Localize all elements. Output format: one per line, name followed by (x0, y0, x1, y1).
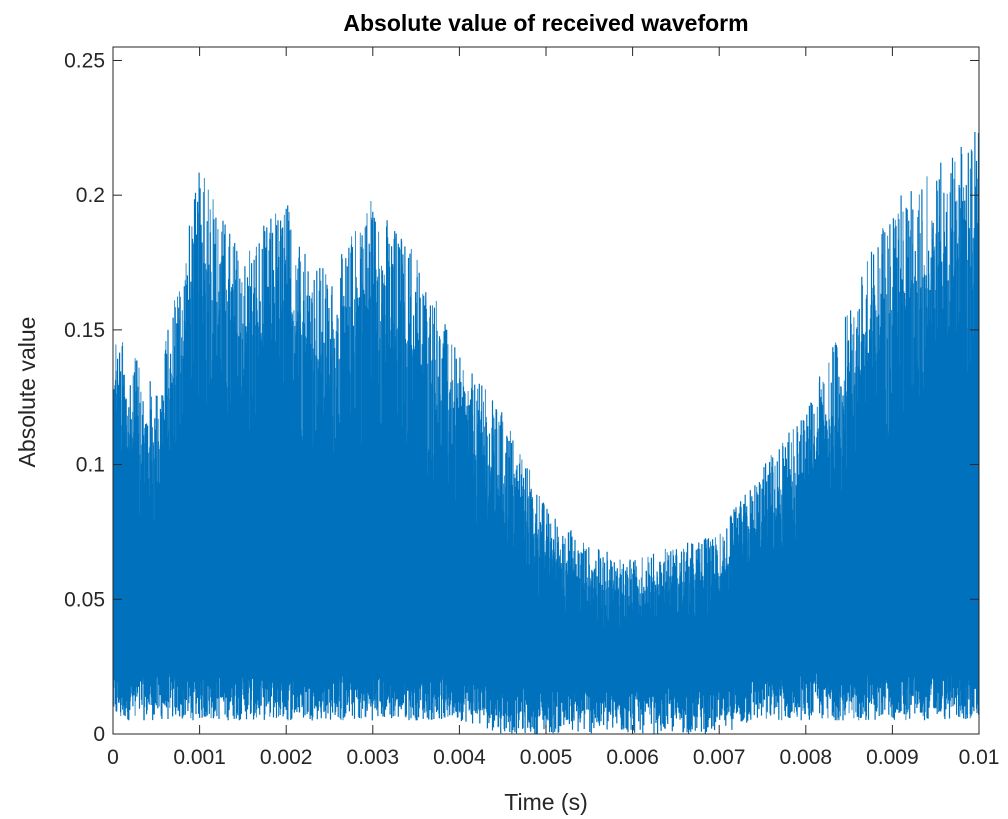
x-tick-label: 0.01 (959, 746, 1000, 769)
waveform-spikes (113, 149, 979, 721)
y-tick-label: 0.15 (64, 319, 105, 342)
x-tick-label: 0.002 (260, 746, 313, 769)
plot-area (113, 132, 979, 734)
x-tick-label: 0.001 (173, 746, 226, 769)
y-tick-label: 0.25 (64, 49, 105, 72)
x-tick-label: 0.006 (606, 746, 659, 769)
x-tick-label: 0.004 (433, 746, 486, 769)
y-tick-label: 0.05 (64, 588, 105, 611)
x-tick-label: 0.009 (866, 746, 919, 769)
y-tick-label: 0 (93, 723, 105, 746)
x-tick-label: 0.008 (780, 746, 833, 769)
y-axis-label: Absolute value (14, 317, 40, 468)
y-axis: 0 0.05 0.1 0.15 0.2 0.25 (64, 49, 979, 746)
y-tick-label: 0.2 (76, 184, 105, 207)
x-axis: 0 0.001 0.002 0.003 0.004 0.005 0.006 0.007 0.00… (107, 47, 999, 769)
x-tick-label: 0 (107, 746, 119, 769)
y-tick-label: 0.1 (76, 454, 105, 477)
x-tick-label: 0.003 (347, 746, 400, 769)
x-tick-label: 0.005 (520, 746, 573, 769)
chart-title: Absolute value of received waveform (343, 10, 748, 36)
x-axis-label: Time (s) (504, 789, 587, 815)
x-tick-label: 0.007 (693, 746, 746, 769)
